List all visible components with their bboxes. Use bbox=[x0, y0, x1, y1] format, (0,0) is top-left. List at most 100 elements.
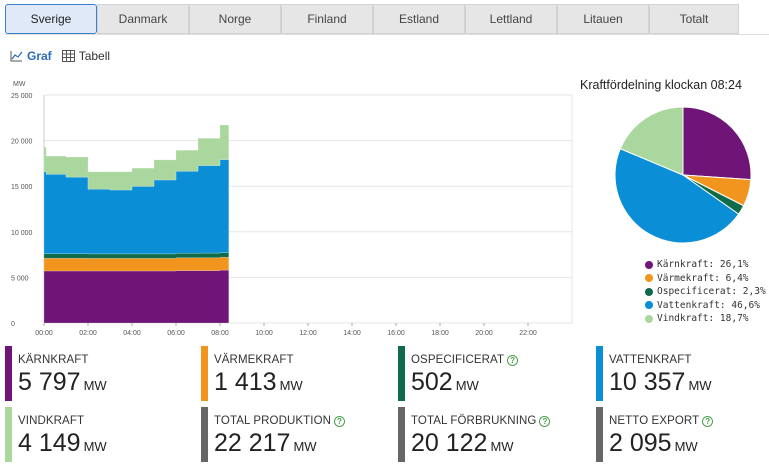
tab-sverige[interactable]: Sverige bbox=[5, 4, 97, 34]
table-icon bbox=[61, 50, 75, 62]
card-value: 10 357 MW bbox=[609, 368, 712, 396]
card-color-bar bbox=[5, 407, 12, 462]
card-value: 4 149 MW bbox=[18, 429, 107, 457]
y-tick-label: 5 000 bbox=[11, 275, 29, 282]
legend-item-vattenkraft: Vattenkraft: 46,6% bbox=[645, 299, 766, 313]
help-icon[interactable]: ? bbox=[334, 415, 346, 427]
y-tick-label: 10 000 bbox=[11, 230, 33, 237]
x-tick-label: 02:00 bbox=[79, 330, 97, 337]
card-varmekraft: VÄRMEKRAFT 1 413 MW bbox=[201, 346, 381, 401]
help-icon[interactable]: ? bbox=[539, 415, 551, 427]
tab-totalt[interactable]: Totalt bbox=[649, 4, 739, 34]
legend-item-vindkraft: Vindkraft: 18,7% bbox=[645, 312, 766, 326]
y-axis-ticks: 0 5 000 10 000 15 000 20 000 25 000 bbox=[11, 93, 33, 328]
card-label: KÄRNKRAFT bbox=[18, 354, 89, 366]
power-distribution-pie bbox=[614, 106, 752, 244]
card-label: VÄRMEKRAFT bbox=[214, 354, 294, 366]
x-tick-label: 06:00 bbox=[167, 330, 185, 337]
card-ospecificerat: OSPECIFICERAT? 502 MW bbox=[398, 346, 578, 401]
legend-dot bbox=[645, 274, 653, 283]
summary-cards: KÄRNKRAFT 5 797 MW VÄRMEKRAFT 1 413 MW OSP… bbox=[0, 346, 769, 465]
card-value: 20 122 MW bbox=[411, 429, 514, 457]
x-tick-label: 12:00 bbox=[299, 330, 317, 337]
tab-lettland[interactable]: Lettland bbox=[465, 4, 557, 34]
pie-slice-vindkraft[interactable] bbox=[619, 106, 684, 176]
card-label: TOTAL FÖRBRUKNING? bbox=[411, 415, 551, 427]
card-value: 1 413 MW bbox=[214, 368, 303, 396]
area-vindkraft[interactable] bbox=[43, 120, 230, 191]
pie-slice-vattenkraft[interactable] bbox=[614, 148, 740, 244]
legend-dot bbox=[645, 287, 653, 296]
pie-title: Kraftfördelning klockan 08:24 bbox=[580, 78, 742, 92]
card-color-bar bbox=[596, 346, 603, 401]
x-tick-label: 16:00 bbox=[387, 330, 405, 337]
tab-litauen[interactable]: Litauen bbox=[557, 4, 649, 34]
pie-legend: Kärnkraft: 26,1% Värmekraft: 6,4% Ospeci… bbox=[645, 258, 766, 326]
x-tick-label: 20:00 bbox=[475, 330, 493, 337]
card-value: 5 797 MW bbox=[18, 368, 107, 396]
line-chart-icon bbox=[10, 51, 23, 62]
x-tick-label: 08:00 bbox=[211, 330, 229, 337]
tab-estland[interactable]: Estland bbox=[373, 4, 465, 34]
country-tabs: Sverige Danmark Norge Finland Estland Le… bbox=[5, 4, 739, 34]
x-tick-label: 14:00 bbox=[343, 330, 361, 337]
table-view-button[interactable]: Tabell bbox=[61, 48, 111, 64]
card-label: NETTO EXPORT? bbox=[609, 415, 714, 427]
legend-item-ospecificerat: Ospecificerat: 2,3% bbox=[645, 285, 766, 299]
card-color-bar bbox=[201, 407, 208, 462]
card-vattenkraft: VATTENKRAFT 10 357 MW bbox=[596, 346, 769, 401]
card-label: VATTENKRAFT bbox=[609, 354, 692, 366]
legend-label: Vindkraft: 18,7% bbox=[657, 313, 749, 325]
view-toggle: Graf Tabell bbox=[10, 48, 110, 64]
card-color-bar bbox=[5, 346, 12, 401]
card-label: TOTAL PRODUKTION? bbox=[214, 415, 346, 427]
card-color-bar bbox=[201, 346, 208, 401]
legend-item-karnkraft: Kärnkraft: 26,1% bbox=[645, 258, 766, 272]
x-tick-label: 04:00 bbox=[123, 330, 141, 337]
tab-danmark[interactable]: Danmark bbox=[97, 4, 189, 34]
pie-slice-krnkraft[interactable] bbox=[682, 106, 752, 181]
help-icon[interactable]: ? bbox=[507, 354, 519, 366]
chart-areas bbox=[43, 120, 230, 324]
x-tick-label: 18:00 bbox=[431, 330, 449, 337]
card-label: OSPECIFICERAT? bbox=[411, 354, 519, 366]
x-axis-ticks: 00:00 02:00 04:00 06:00 08:00 10:00 12:00 14:00… bbox=[35, 323, 537, 337]
card-vindkraft: VINDKRAFT 4 149 MW bbox=[5, 407, 185, 462]
help-icon[interactable]: ? bbox=[702, 415, 714, 427]
x-tick-label: 22:00 bbox=[519, 330, 537, 337]
y-tick-label: 20 000 bbox=[11, 139, 33, 146]
y-axis-label: MW bbox=[13, 81, 26, 88]
legend-label: Värmekraft: 6,4% bbox=[657, 272, 749, 284]
card-label: VINDKRAFT bbox=[18, 415, 85, 427]
legend-label: Ospecificerat: 2,3% bbox=[657, 286, 766, 298]
card-total-forbrukning: TOTAL FÖRBRUKNING? 20 122 MW bbox=[398, 407, 578, 462]
card-color-bar bbox=[398, 407, 405, 462]
legend-label: Vattenkraft: 46,6% bbox=[657, 299, 760, 311]
legend-dot bbox=[645, 260, 653, 269]
legend-item-varmekraft: Värmekraft: 6,4% bbox=[645, 272, 766, 286]
y-tick-label: 0 bbox=[11, 321, 15, 328]
card-value: 2 095 MW bbox=[609, 429, 698, 457]
x-tick-label: 00:00 bbox=[35, 330, 53, 337]
tab-finland[interactable]: Finland bbox=[281, 4, 373, 34]
table-view-label: Tabell bbox=[78, 49, 111, 63]
card-total-produktion: TOTAL PRODUKTION? 22 217 MW bbox=[201, 407, 381, 462]
card-value: 502 MW bbox=[411, 368, 479, 396]
tab-norge[interactable]: Norge bbox=[189, 4, 281, 34]
area-vrmekraft[interactable] bbox=[43, 256, 230, 272]
graph-view-label: Graf bbox=[27, 49, 52, 63]
card-color-bar bbox=[596, 407, 603, 462]
card-netto-export: NETTO EXPORT? 2 095 MW bbox=[596, 407, 769, 462]
y-tick-label: 25 000 bbox=[11, 93, 33, 100]
y-tick-label: 15 000 bbox=[11, 184, 33, 191]
tab-divider bbox=[5, 34, 769, 35]
card-value: 22 217 MW bbox=[214, 429, 317, 457]
x-tick-label: 10:00 bbox=[255, 330, 273, 337]
legend-dot bbox=[645, 314, 653, 323]
legend-dot bbox=[645, 301, 653, 310]
legend-label: Kärnkraft: 26,1% bbox=[657, 259, 749, 271]
graph-view-button[interactable]: Graf bbox=[10, 48, 52, 64]
area-krnkraft[interactable] bbox=[43, 269, 230, 324]
card-color-bar bbox=[398, 346, 405, 401]
